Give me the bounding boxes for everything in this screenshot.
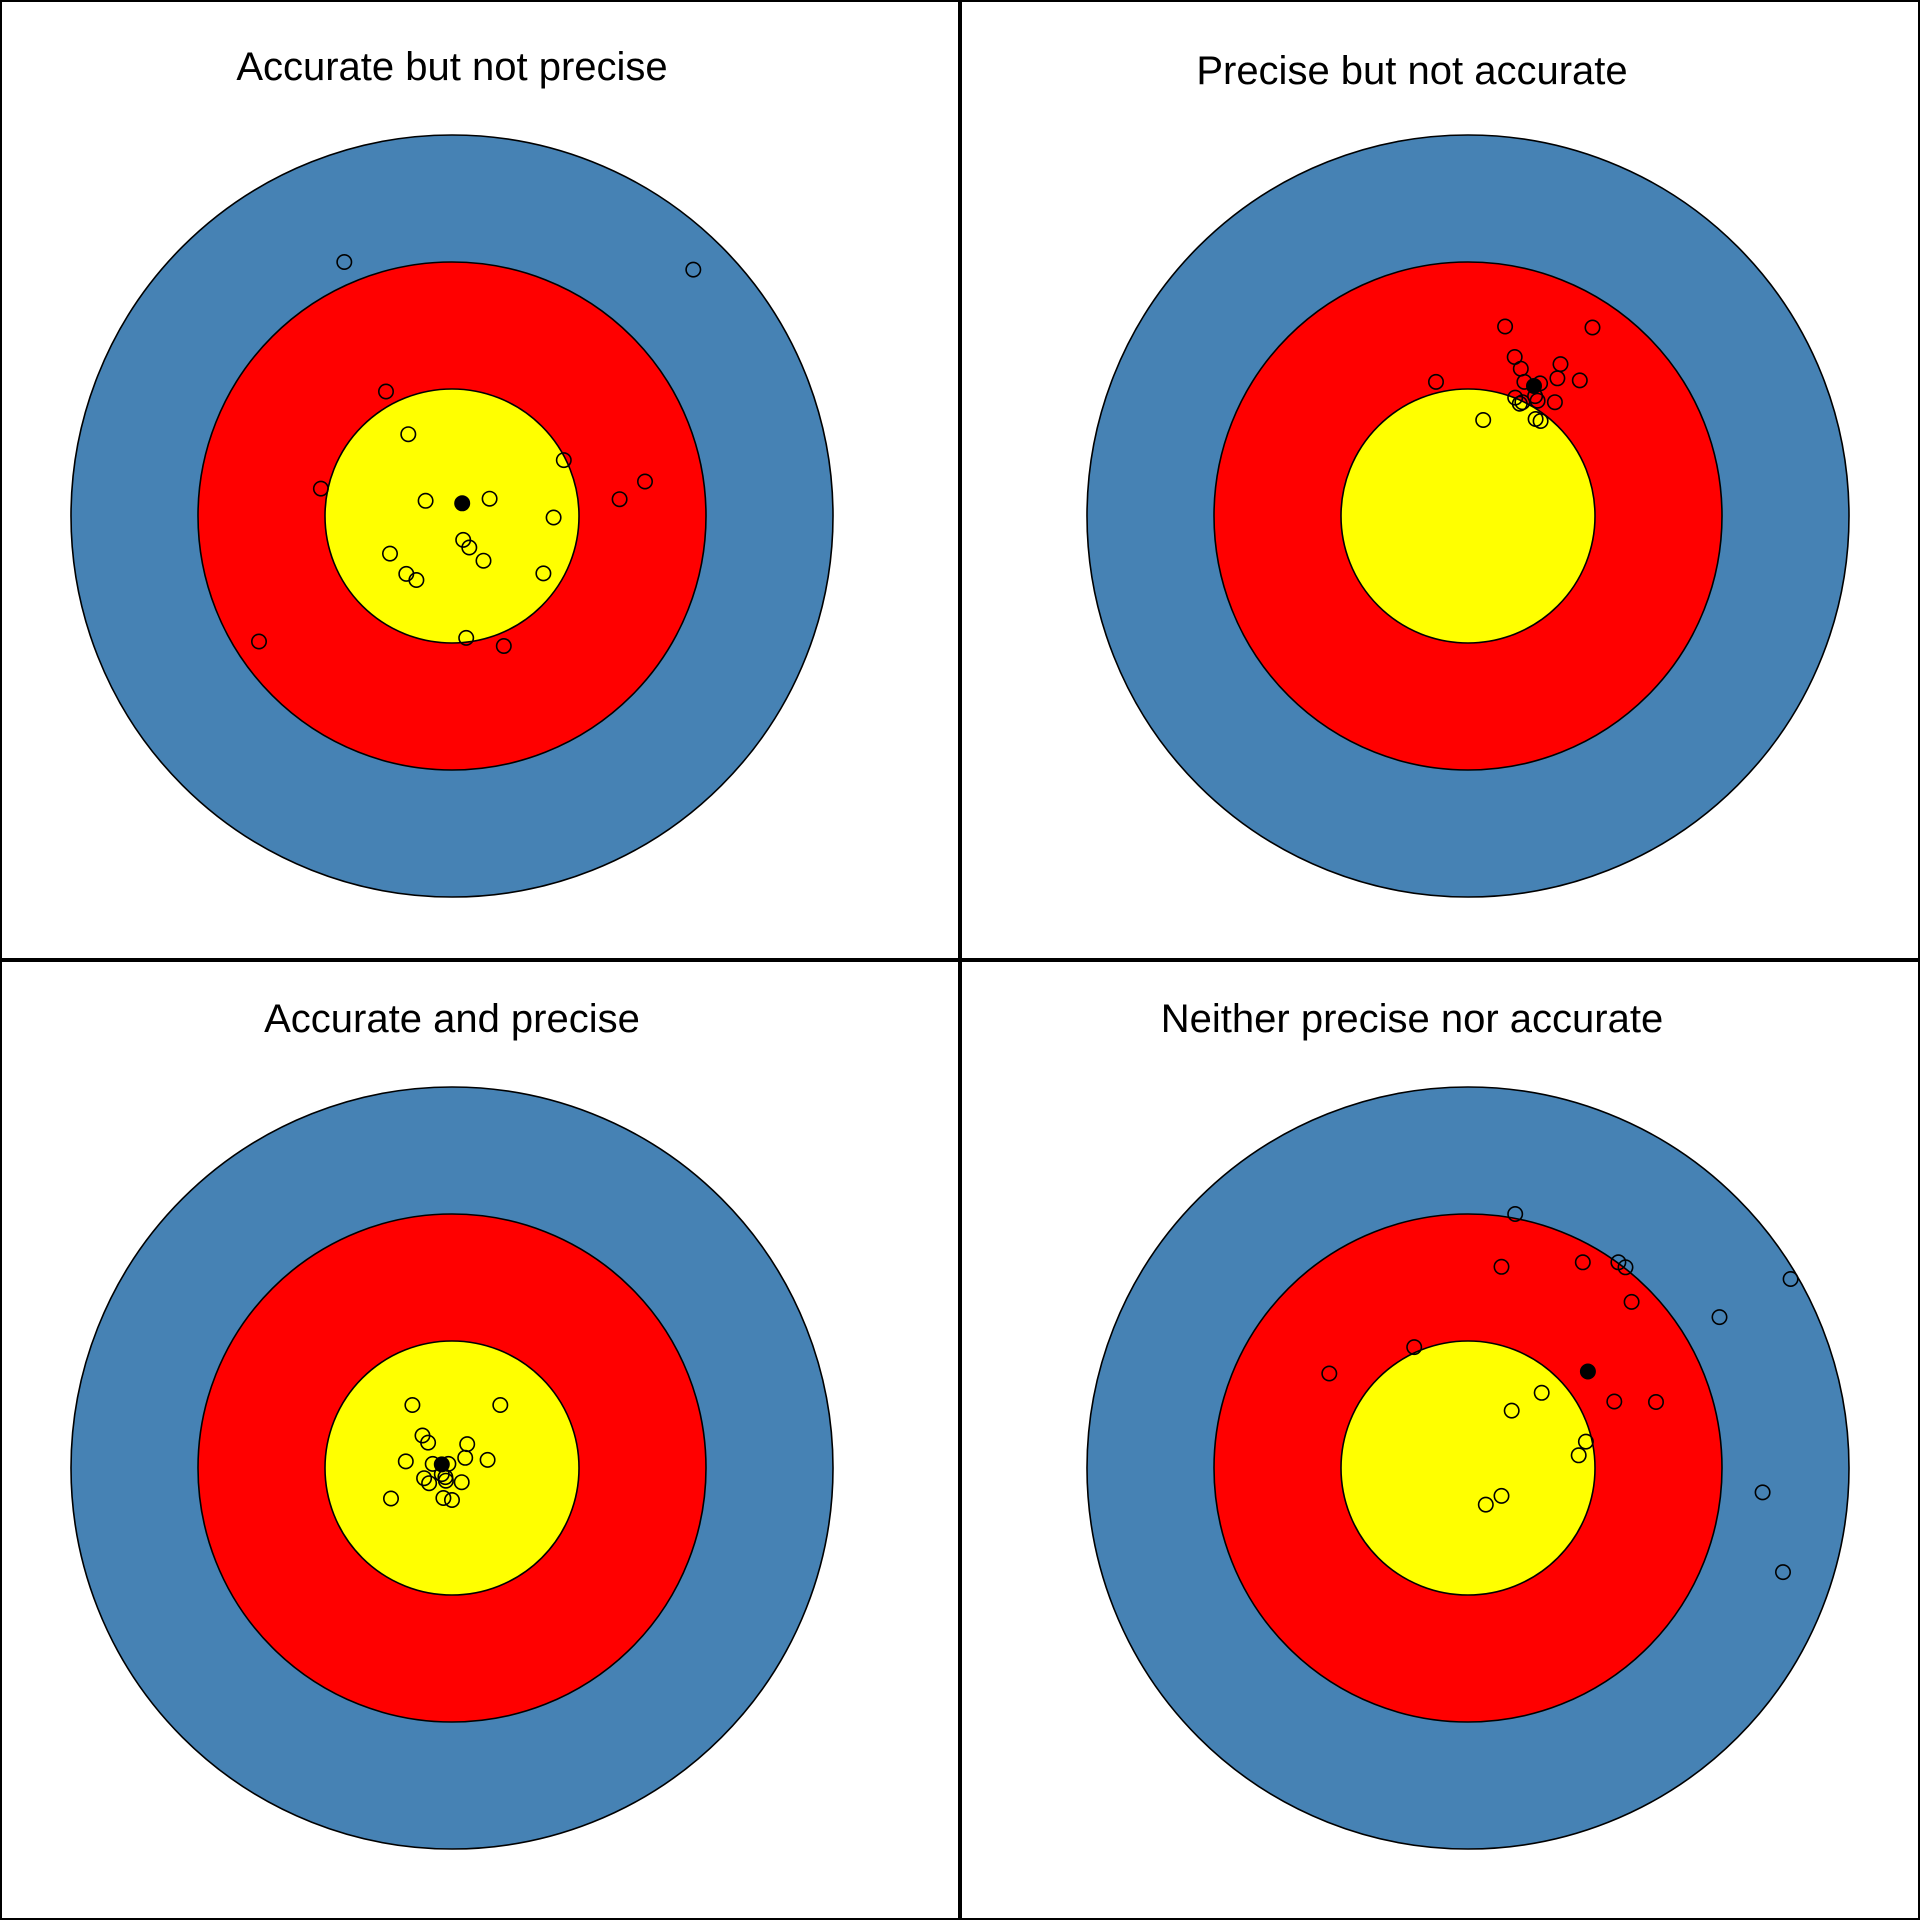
shot-marker <box>420 1434 437 1451</box>
shot-marker <box>336 254 353 271</box>
shot-marker <box>461 539 478 556</box>
target-panel: Neither precise nor accurate <box>960 960 1920 1920</box>
target-panel: Precise but not accurate <box>960 0 1920 960</box>
shot-marker <box>458 629 475 646</box>
shot-marker <box>1570 1447 1587 1464</box>
shot-marker <box>453 1474 470 1491</box>
shot-marker <box>1623 1293 1640 1310</box>
shot-marker <box>1493 1258 1510 1275</box>
shot-marker <box>495 637 512 654</box>
panel-title: Precise but not accurate <box>1196 49 1627 93</box>
inner-ring <box>1340 388 1596 644</box>
panel-frame <box>960 960 1920 1920</box>
panel-frame <box>0 0 960 960</box>
shot-marker <box>443 1492 460 1509</box>
panel-frame <box>960 0 1920 960</box>
mean-marker <box>1526 378 1542 394</box>
shot-marker <box>1606 1393 1623 1410</box>
shot-marker <box>1514 394 1531 411</box>
target-panel: Accurate but not precise <box>0 0 960 960</box>
shot-marker <box>1511 395 1528 412</box>
shot-marker <box>251 633 268 650</box>
shot-marker <box>555 452 572 469</box>
shot-marker <box>1406 1339 1423 1356</box>
inner-ring <box>1340 1340 1596 1596</box>
shot-marker <box>1321 1365 1338 1382</box>
shot-marker <box>416 1470 433 1487</box>
shot-marker <box>437 1472 454 1489</box>
shot-marker <box>1571 372 1588 389</box>
shot-marker <box>1529 392 1546 409</box>
shot-marker <box>1546 394 1563 411</box>
shot-marker <box>417 492 434 509</box>
shot-marker <box>535 565 552 582</box>
shot-marker <box>377 383 394 400</box>
shot-marker <box>382 1490 399 1507</box>
shot-marker <box>408 571 425 588</box>
shot-marker <box>1532 412 1549 429</box>
shot-marker <box>404 1397 421 1414</box>
panel-frame <box>0 960 960 1920</box>
shot-marker <box>1648 1394 1665 1411</box>
shot-marker <box>1549 370 1566 387</box>
shot-marker <box>1475 411 1492 428</box>
mean-marker <box>454 495 471 512</box>
shot-marker <box>1775 1564 1792 1581</box>
shot-marker <box>545 509 562 526</box>
shot-marker <box>636 473 653 490</box>
shot-marker <box>1782 1271 1799 1288</box>
shot-marker <box>481 490 498 507</box>
shot-marker <box>1711 1309 1728 1326</box>
shot-marker <box>1497 318 1514 335</box>
shot-marker <box>1428 373 1445 390</box>
shot-marker <box>479 1451 496 1468</box>
inner-ring <box>324 1340 580 1596</box>
shot-marker <box>1754 1484 1771 1501</box>
shot-marker <box>1574 1254 1591 1271</box>
shot-marker <box>1507 1206 1524 1223</box>
panel-title: Accurate and precise <box>264 997 640 1041</box>
shot-marker <box>400 426 417 443</box>
shot-marker <box>1577 1433 1594 1450</box>
shot-marker <box>1533 1384 1550 1401</box>
shot-marker <box>1477 1496 1494 1513</box>
inner-ring <box>324 388 580 644</box>
shot-marker <box>1584 319 1601 336</box>
shot-marker <box>397 1453 414 1470</box>
shot-marker <box>312 480 329 497</box>
shot-marker <box>457 1449 474 1466</box>
shot-marker <box>492 1397 509 1414</box>
shot-marker <box>475 552 492 569</box>
shot-marker <box>1503 1402 1520 1419</box>
mean-marker <box>1579 1363 1596 1380</box>
shot-marker <box>435 1490 452 1507</box>
shot-marker <box>685 261 702 278</box>
shot-marker <box>1617 1259 1634 1276</box>
panel-title: Neither precise nor accurate <box>1161 997 1663 1041</box>
shot-marker <box>381 545 398 562</box>
shot-marker <box>421 1475 438 1492</box>
shot-marker <box>1493 1487 1510 1504</box>
shot-marker <box>611 491 628 508</box>
mean-marker <box>433 1456 450 1473</box>
panel-title: Accurate but not precise <box>236 45 667 89</box>
target-panel: Accurate and precise <box>0 960 960 1920</box>
